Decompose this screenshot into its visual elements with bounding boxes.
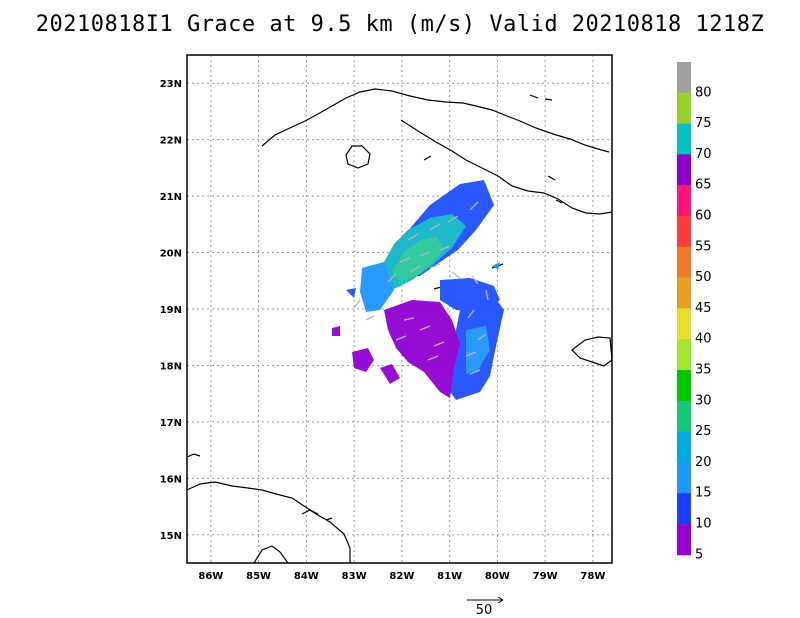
colorbar-label: 10	[695, 517, 712, 532]
colorbar-swatch	[677, 185, 691, 217]
colorbar-label: 55	[695, 239, 712, 254]
wind-swath-east-light	[466, 326, 490, 374]
colorbar-swatch	[677, 431, 691, 463]
colorbar-swatch	[677, 216, 691, 248]
wind-key: 50	[467, 596, 504, 618]
longitude-labels: 86W 85W 84W 83W 82W 81W 80W 79W 78W	[198, 571, 605, 582]
lat-tick-label: 15N	[160, 531, 182, 542]
honduras-inland	[253, 545, 289, 563]
lon-tick-label: 80W	[485, 571, 510, 582]
colorbar-swatch	[677, 308, 691, 340]
lon-tick-label: 81W	[437, 571, 462, 582]
honduras-coastline	[187, 481, 351, 563]
colorbar-label: 40	[695, 332, 712, 347]
colorbar-label: 80	[695, 85, 712, 100]
colorbar-swatch	[677, 123, 691, 155]
wind-blob-2	[380, 364, 400, 384]
map-frame	[186, 54, 613, 564]
colorbar-label: 75	[695, 116, 712, 131]
colorbar-swatch	[677, 339, 691, 371]
colorbar-swatch	[677, 277, 691, 309]
cayman-brac	[529, 94, 553, 101]
colorbar-swatch	[677, 524, 691, 556]
graticule	[187, 55, 612, 563]
lat-tick-label: 19N	[160, 305, 182, 316]
colorbar-label: 25	[695, 424, 712, 439]
cayman-grand	[423, 155, 432, 161]
colorbar-swatch	[677, 462, 691, 494]
colorbar-label: 30	[695, 393, 712, 408]
wind-blob-1	[352, 348, 374, 372]
colorbar: 80 75 70 65 60 55 50 45 40 35 30 25 20 15 10 5	[677, 62, 712, 562]
belize-coast	[187, 453, 201, 458]
wind-field	[332, 180, 504, 400]
latitude-labels: 23N 22N 21N 20N 19N 18N 17N 16N 15N	[160, 79, 182, 542]
colorbar-swatch	[677, 62, 691, 94]
lat-tick-label: 21N	[160, 192, 182, 203]
lon-tick-label: 82W	[389, 571, 414, 582]
colorbar-swatch	[677, 246, 691, 279]
lat-tick-label: 22N	[160, 136, 182, 147]
colorbar-label: 20	[695, 455, 712, 470]
wind-key-arrowhead	[497, 596, 504, 604]
lon-tick-label: 79W	[533, 571, 558, 582]
lat-tick-label: 18N	[160, 361, 182, 372]
wind-swath-west-blue	[360, 262, 394, 312]
colorbar-label: 5	[695, 547, 703, 562]
lat-tick-label: 16N	[160, 474, 182, 485]
colorbar-swatch	[677, 400, 691, 433]
isle-of-youth	[345, 145, 371, 169]
wind-blob-4	[346, 288, 356, 298]
colorbar-label: 45	[695, 301, 712, 316]
keys-1	[547, 175, 563, 204]
bay-islands	[301, 509, 333, 521]
map-title: 20210818I1 Grace at 9.5 km (m/s) Valid 2…	[35, 12, 765, 37]
wind-vector-arrows	[353, 201, 489, 375]
lon-tick-label: 78W	[580, 571, 605, 582]
colorbar-swatch	[677, 370, 691, 402]
colorbar-label: 65	[695, 178, 712, 193]
lon-tick-label: 83W	[342, 571, 367, 582]
jamaica-coastline	[571, 336, 612, 367]
lat-tick-label: 23N	[160, 79, 182, 90]
cuba-coastline	[261, 88, 610, 153]
wind-swath-north-green	[392, 236, 444, 282]
lon-tick-label: 84W	[294, 571, 319, 582]
colorbar-swatch	[677, 92, 691, 125]
lat-tick-label: 20N	[160, 249, 182, 260]
colorbar-label: 50	[695, 270, 712, 285]
wind-blob-3	[332, 326, 340, 336]
coastlines	[187, 88, 612, 563]
colorbar-label: 70	[695, 147, 712, 162]
colorbar-label: 15	[695, 486, 712, 501]
lon-tick-label: 86W	[198, 571, 223, 582]
colorbar-swatch	[677, 493, 691, 525]
lat-tick-label: 17N	[160, 418, 182, 429]
colorbar-swatch	[677, 154, 691, 186]
wind-swath-south-purple	[384, 300, 460, 398]
cuba-south-coastline	[400, 119, 612, 215]
wind-key-label: 50	[476, 603, 493, 618]
wind-blob-5	[492, 262, 500, 270]
colorbar-label: 60	[695, 209, 712, 224]
lon-tick-label: 85W	[246, 571, 271, 582]
colorbar-label: 35	[695, 363, 712, 378]
